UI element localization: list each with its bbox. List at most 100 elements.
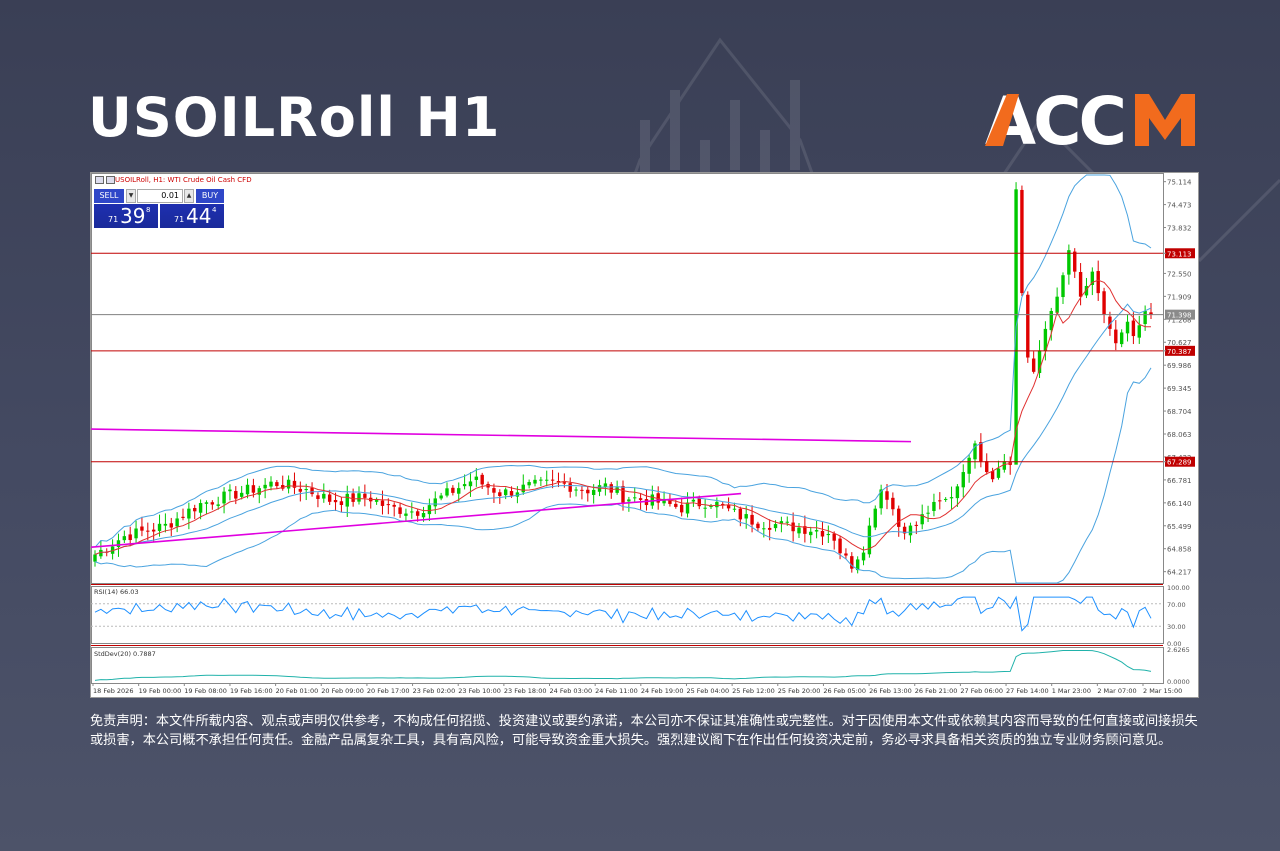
y-tick-label: 73.113 [1167,250,1192,258]
y-tick-label: 69.345 [1167,385,1192,393]
lot-decrease-icon[interactable]: ▼ [126,189,136,203]
candle-body [445,488,449,496]
candle-body [1037,350,1042,374]
candle-body [275,482,279,487]
candle-body [245,484,250,495]
candle-body [1084,285,1089,296]
candle-body [850,556,854,569]
candle-body [539,479,543,481]
sell-price[interactable]: 71 39 8 [94,204,158,228]
candle-body [386,504,391,506]
candle-body [257,488,261,495]
candle-body [140,526,144,531]
candle-body [844,553,848,556]
y-tick-label: 72.550 [1167,270,1192,278]
rsi-tick-label: 0.00 [1167,640,1181,648]
candle-body [363,493,367,498]
candle-body [656,493,660,503]
candle-body [398,507,402,514]
candle-body [1119,332,1124,345]
candle-body [210,502,215,505]
y-tick-label: 70.387 [1167,348,1192,356]
chart-window[interactable]: 75.114 74.473 73.832 73.113 72.550 71.909 71.2… [90,172,1199,698]
bollinger-lower [94,367,1152,584]
candle-body [474,476,479,480]
candle-body [521,484,525,493]
chart-header: USOILRoll, H1: WTI Crude Oil Cash CFD [115,176,252,184]
y-tick-label: 65.499 [1167,523,1192,531]
candle-body [110,546,115,554]
x-tick-label: 1 Mar 23:00 [1052,687,1091,695]
candle-body [492,488,496,493]
candle-body [615,487,619,493]
current-price-badge [1165,309,1195,320]
candle-body [861,552,866,561]
candle-body [187,508,191,519]
candle-body [838,538,842,554]
sell-button[interactable]: SELL [94,189,124,203]
candle-body [674,503,678,507]
candle-body [415,511,420,516]
candle-body [609,484,613,493]
stddev-line [94,650,1152,681]
candle-body [427,505,432,515]
x-tick-label: 24 Feb 03:00 [550,687,593,695]
candle-body [451,487,455,493]
y-tick-label: 66.140 [1167,500,1192,508]
candle-body [932,501,936,511]
x-tick-label: 24 Feb 11:00 [595,687,638,695]
candle-body [480,474,484,485]
candle-body [251,485,256,493]
candle-body [216,504,220,506]
candle-body [193,507,197,512]
candle-body [767,527,772,530]
candle-body [439,495,443,499]
chart-trade-icon[interactable] [106,176,115,184]
candle-body [1078,272,1083,297]
resistance-trendline [91,428,912,443]
lot-size-input[interactable]: 0.01 [137,189,183,203]
candle-body [709,505,713,508]
candle-body [961,472,965,488]
candle-body [1125,321,1130,334]
candle-body [304,489,308,491]
candle-body [1131,320,1136,337]
candle-body [920,514,924,525]
y-tick-label: 71.268 [1167,316,1192,324]
candlestick-chart[interactable]: 75.114 74.473 73.832 73.113 72.550 71.909 71.2… [91,173,1198,697]
rsi-tick-label: 30.00 [1167,623,1186,631]
candle-body [533,479,537,484]
current-price-label: 71.398 [1167,312,1192,320]
candle-body [879,489,883,509]
candle-body [791,522,795,532]
x-tick-label: 2 Mar 07:00 [1097,687,1136,695]
candle-body [1043,328,1048,351]
candle-body [333,499,338,503]
candle-body [627,499,631,502]
candle-body [351,493,355,502]
x-tick-label: 26 Feb 21:00 [915,687,958,695]
candle-body [703,507,707,509]
candle-body [820,530,825,537]
chart-menu-icon[interactable] [95,176,104,184]
candle-body [421,513,426,518]
x-tick-label: 25 Feb 04:00 [686,687,729,695]
lot-increase-icon[interactable]: ▲ [184,189,194,203]
candle-body [1031,358,1036,372]
candle-body [515,492,520,497]
bollinger-upper [94,174,1152,548]
rsi-tick-label: 100.00 [1167,584,1190,592]
candle-body [345,493,349,507]
stddev-label: StdDev(20) 0.7887 [94,650,156,658]
buy-button[interactable]: BUY [196,189,224,203]
candle-body [943,498,948,500]
candle-body [169,523,173,528]
x-tick-label: 2 Mar 15:00 [1143,687,1182,695]
candle-body [633,497,637,499]
candle-body [228,489,232,492]
y-tick-label: 66.781 [1167,477,1192,485]
candle-body [697,498,701,507]
stddev-pane-frame [91,647,1164,684]
candle-body [691,499,696,502]
buy-price[interactable]: 71 44 4 [160,204,224,228]
